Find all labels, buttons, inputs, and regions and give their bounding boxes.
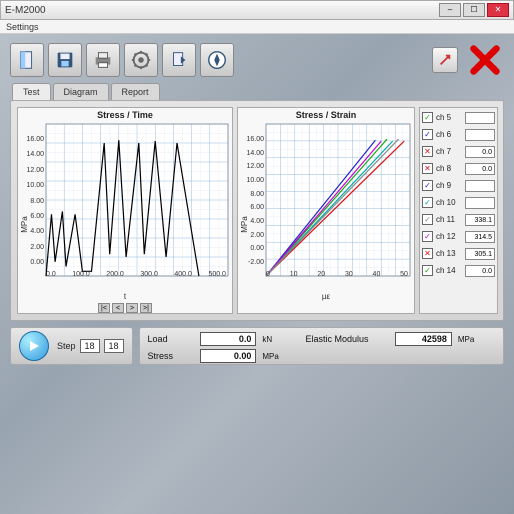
charts-panel: Stress / Time 0.002.004.006.008.0010.001… bbox=[10, 100, 504, 321]
legend-value: 0.0 bbox=[465, 163, 495, 175]
emod-value: 42598 bbox=[395, 332, 452, 346]
stress-value: 0.00 bbox=[200, 349, 257, 363]
chart1-nav-next[interactable]: > bbox=[126, 303, 138, 313]
readout-pane: Load 0.0 kN Elastic Modulus 42598 MPa St… bbox=[139, 327, 504, 365]
window-title: E-M2000 bbox=[5, 5, 46, 16]
legend-checkbox[interactable]: ✓ bbox=[422, 112, 433, 123]
tab-report[interactable]: Report bbox=[111, 83, 160, 100]
legend-checkbox[interactable]: ✓ bbox=[422, 265, 433, 276]
load-value: 0.0 bbox=[200, 332, 257, 346]
play-button[interactable] bbox=[19, 331, 49, 361]
emod-unit: MPa bbox=[458, 335, 495, 344]
export-button[interactable] bbox=[162, 43, 196, 77]
stress-strain-chart: Stress / Strain -2.000.002.004.006.008.0… bbox=[237, 107, 415, 314]
legend-checkbox[interactable]: ✕ bbox=[422, 146, 433, 157]
legend-value bbox=[465, 112, 495, 124]
minimize-button[interactable]: – bbox=[439, 3, 461, 17]
legend-value: 338.1 bbox=[465, 214, 495, 226]
legend-value: 314.5 bbox=[465, 231, 495, 243]
bottom-bar: Step 18 18 Load 0.0 kN Elastic Modulus 4… bbox=[10, 327, 504, 365]
new-file-button[interactable] bbox=[10, 43, 44, 77]
legend-row: ✕ch 80.0 bbox=[422, 161, 495, 176]
legend-label: ch 14 bbox=[436, 266, 462, 275]
compass-button[interactable] bbox=[200, 43, 234, 77]
channel-legend: ✓ch 5✓ch 6✕ch 70.0✕ch 80.0✓ch 9✓ch 10✓ch… bbox=[419, 107, 498, 314]
chart1-nav-first[interactable]: |< bbox=[98, 303, 110, 313]
stress-time-chart: Stress / Time 0.002.004.006.008.0010.001… bbox=[17, 107, 233, 314]
legend-checkbox[interactable]: ✕ bbox=[422, 248, 433, 259]
legend-row: ✓ch 140.0 bbox=[422, 263, 495, 278]
legend-label: ch 7 bbox=[436, 147, 462, 156]
legend-label: ch 5 bbox=[436, 113, 462, 122]
legend-value bbox=[465, 129, 495, 141]
chart2-title: Stress / Strain bbox=[238, 108, 414, 122]
legend-row: ✕ch 13305.1 bbox=[422, 246, 495, 261]
stress-label: Stress bbox=[148, 351, 194, 361]
legend-checkbox[interactable]: ✓ bbox=[422, 129, 433, 140]
tab-diagram[interactable]: Diagram bbox=[53, 83, 109, 100]
chart1-plot bbox=[18, 122, 234, 292]
step-current: 18 bbox=[80, 339, 100, 353]
chart1-nav-last[interactable]: >| bbox=[140, 303, 152, 313]
chart1-ylabel: MPa bbox=[20, 216, 29, 232]
legend-checkbox[interactable]: ✓ bbox=[422, 231, 433, 242]
app-close-button[interactable] bbox=[466, 41, 504, 79]
main-toolbar bbox=[6, 40, 508, 80]
chart2-ylabel: MPa bbox=[240, 216, 249, 232]
menubar: Settings bbox=[0, 20, 514, 34]
legend-checkbox[interactable]: ✕ bbox=[422, 163, 433, 174]
menu-settings[interactable]: Settings bbox=[6, 22, 39, 32]
chart1-xlabel: t bbox=[18, 292, 232, 301]
legend-checkbox[interactable]: ✓ bbox=[422, 214, 433, 225]
legend-label: ch 10 bbox=[436, 198, 462, 207]
legend-value: 0.0 bbox=[465, 146, 495, 158]
window-close-button[interactable]: ✕ bbox=[487, 3, 509, 17]
legend-row: ✓ch 12314.5 bbox=[422, 229, 495, 244]
chart2-xticks: 01020304050 bbox=[266, 271, 408, 278]
window-titlebar: E-M2000 – ☐ ✕ bbox=[0, 0, 514, 20]
legend-value: 0.0 bbox=[465, 265, 495, 277]
chart2-xlabel: µε bbox=[238, 292, 414, 301]
legend-label: ch 13 bbox=[436, 249, 462, 258]
chart2-plot bbox=[238, 122, 416, 292]
chart2-yticks: -2.000.002.004.006.008.0010.0012.0014.00… bbox=[242, 136, 264, 266]
legend-value: 305.1 bbox=[465, 248, 495, 260]
legend-row: ✓ch 9 bbox=[422, 178, 495, 193]
legend-label: ch 6 bbox=[436, 130, 462, 139]
save-button[interactable] bbox=[48, 43, 82, 77]
maximize-button[interactable]: ☐ bbox=[463, 3, 485, 17]
chart1-yticks: 0.002.004.006.008.0010.0012.0014.0016.00 bbox=[22, 136, 44, 266]
legend-label: ch 9 bbox=[436, 181, 462, 190]
play-pane: Step 18 18 bbox=[10, 327, 133, 365]
chart1-nav-prev[interactable]: < bbox=[112, 303, 124, 313]
legend-row: ✓ch 11338.1 bbox=[422, 212, 495, 227]
load-unit: kN bbox=[262, 335, 299, 344]
chart1-nav: |< < > >| bbox=[18, 303, 232, 313]
legend-row: ✓ch 5 bbox=[422, 110, 495, 125]
legend-row: ✕ch 70.0 bbox=[422, 144, 495, 159]
settings-button[interactable] bbox=[124, 43, 158, 77]
emod-label: Elastic Modulus bbox=[306, 334, 390, 344]
legend-label: ch 12 bbox=[436, 232, 462, 241]
tab-strip: Test Diagram Report bbox=[6, 80, 508, 100]
step-total: 18 bbox=[104, 339, 124, 353]
legend-row: ✓ch 10 bbox=[422, 195, 495, 210]
legend-value bbox=[465, 197, 495, 209]
legend-label: ch 11 bbox=[436, 215, 462, 224]
step-label: Step bbox=[57, 341, 76, 351]
print-button[interactable] bbox=[86, 43, 120, 77]
stress-unit: MPa bbox=[262, 352, 299, 361]
tab-test[interactable]: Test bbox=[12, 83, 51, 100]
load-label: Load bbox=[148, 334, 194, 344]
legend-checkbox[interactable]: ✓ bbox=[422, 197, 433, 208]
legend-row: ✓ch 6 bbox=[422, 127, 495, 142]
legend-value bbox=[465, 180, 495, 192]
legend-label: ch 8 bbox=[436, 164, 462, 173]
connect-button[interactable] bbox=[432, 47, 458, 73]
chart1-title: Stress / Time bbox=[18, 108, 232, 122]
chart1-xticks: 0.0100.0200.0300.0400.0500.0 bbox=[46, 271, 226, 278]
legend-checkbox[interactable]: ✓ bbox=[422, 180, 433, 191]
